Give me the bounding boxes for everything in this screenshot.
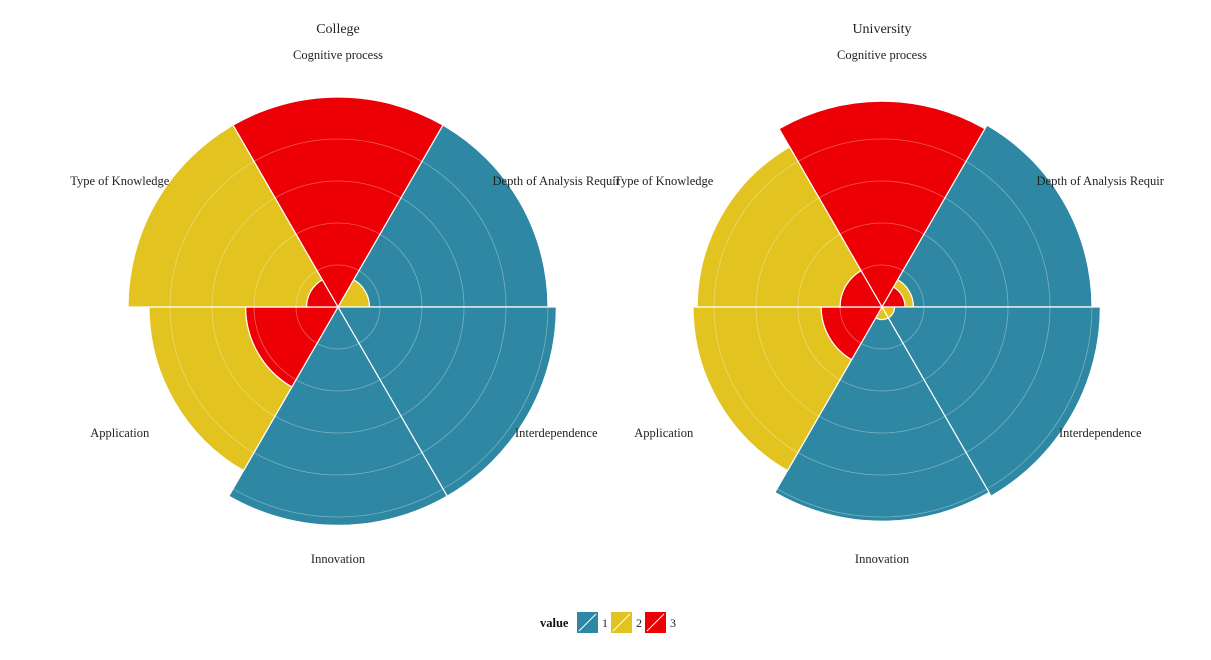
category-label-cognitive-process: Cognitive process xyxy=(293,48,383,62)
category-label-application: Application xyxy=(634,426,694,440)
legend-key-slash xyxy=(612,613,631,632)
legend-key-slash xyxy=(578,613,597,632)
category-label-interdependence: Interdependence xyxy=(515,426,598,440)
grid-ring xyxy=(169,138,507,476)
grid-ring xyxy=(755,180,1009,434)
bar-segment-depth-of-analysis-requir-value-1 xyxy=(896,124,1093,308)
facet-university: University Cognitive process Depth of Anal… xyxy=(614,22,1165,566)
category-label-depth-of-analysis-requir: Depth of Analysis Requir xyxy=(493,174,621,188)
bar-segment-innovation-value-1 xyxy=(227,305,449,526)
legend-key-slash xyxy=(646,613,665,632)
legend-label-3: 3 xyxy=(670,616,676,630)
legend-label-2: 2 xyxy=(636,616,642,630)
legend-item-1: 1 xyxy=(577,612,608,633)
legend-title: value xyxy=(540,616,569,630)
legend: value 1 2 3 xyxy=(540,612,676,633)
grid-ring xyxy=(797,222,967,392)
category-label-cognitive-process: Cognitive process xyxy=(837,48,927,62)
bar-segment-application-value-2 xyxy=(692,306,853,472)
facet-title: College xyxy=(316,22,360,37)
grid-ring xyxy=(253,222,423,392)
category-label-interdependence: Interdependence xyxy=(1059,426,1142,440)
legend-item-2: 2 xyxy=(611,612,642,633)
facet-title: University xyxy=(852,22,911,37)
bar-segment-type-of-knowledge-value-2 xyxy=(127,124,324,308)
bar-segment-innovation-value-1 xyxy=(774,317,990,522)
bars xyxy=(127,96,558,526)
bar-segment-cognitive-process-value-3 xyxy=(232,96,444,309)
bar-segment-interdependence-value-1 xyxy=(887,306,1102,497)
grid-ring xyxy=(671,96,1093,518)
legend-label-1: 1 xyxy=(602,616,608,630)
legend-item-3: 3 xyxy=(645,612,676,633)
bar-segment-type-of-knowledge-value-2 xyxy=(696,146,862,308)
grid-ring xyxy=(713,138,1051,476)
category-label-depth-of-analysis-requir: Depth of Analysis Requir xyxy=(1037,174,1165,188)
grid-ring xyxy=(127,96,549,518)
category-label-type-of-knowledge: Type of Knowledge xyxy=(614,174,714,188)
bar-segment-application-value-2 xyxy=(148,306,293,472)
category-labels: Cognitive process Depth of Analysis Requi… xyxy=(614,48,1165,566)
bar-segment-depth-of-analysis-requir-value-1 xyxy=(352,124,549,308)
bars xyxy=(692,100,1102,522)
category-label-innovation: Innovation xyxy=(311,552,366,566)
bar-segment-interdependence-value-1 xyxy=(336,306,558,497)
category-label-application: Application xyxy=(90,426,150,440)
grid-ring xyxy=(295,264,381,350)
grid-rings xyxy=(127,96,549,518)
grid-ring xyxy=(839,264,925,350)
grid-ring xyxy=(211,180,465,434)
grid-rings xyxy=(671,96,1093,518)
bar-segment-cognitive-process-value-3 xyxy=(778,100,986,309)
category-label-innovation: Innovation xyxy=(855,552,910,566)
category-labels: Cognitive process Depth of Analysis Requi… xyxy=(70,48,621,566)
category-label-type-of-knowledge: Type of Knowledge xyxy=(70,174,170,188)
facet-college: College Cognitive process Depth of Analysi… xyxy=(70,22,621,566)
